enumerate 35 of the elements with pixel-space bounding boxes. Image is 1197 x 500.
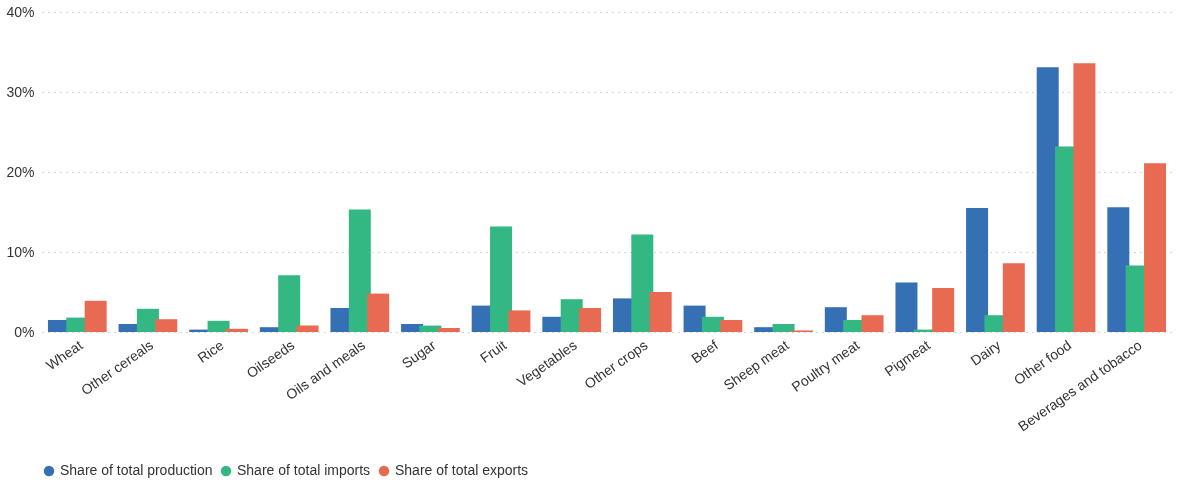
bar xyxy=(278,275,301,332)
bar xyxy=(824,307,847,332)
bar xyxy=(861,315,884,332)
y-tick-label: 0% xyxy=(14,323,35,340)
bar xyxy=(348,209,371,332)
bar xyxy=(490,226,513,332)
bar xyxy=(437,328,460,332)
y-tick-label: 10% xyxy=(6,243,35,260)
bar xyxy=(932,288,955,332)
legend-label: Share of total exports xyxy=(395,462,529,478)
bar xyxy=(367,293,390,332)
bar xyxy=(631,234,654,332)
bar xyxy=(1002,263,1025,332)
bar xyxy=(1144,163,1167,332)
y-tick-label: 30% xyxy=(6,83,35,100)
x-tick-label: Fruit xyxy=(476,336,510,367)
bar xyxy=(1107,207,1130,332)
bar xyxy=(207,320,230,332)
bar xyxy=(296,325,319,332)
bar xyxy=(84,300,107,332)
bar xyxy=(508,310,531,332)
x-tick-label: Rice xyxy=(194,336,227,367)
bar xyxy=(155,319,178,332)
bar xyxy=(720,320,743,332)
y-tick-label: 40% xyxy=(6,3,35,20)
bar xyxy=(649,292,672,332)
y-tick-label: 20% xyxy=(6,163,35,180)
legend-label: Share of total imports xyxy=(237,462,371,478)
legend-label: Share of total production xyxy=(60,462,213,478)
bar xyxy=(772,324,795,332)
bar xyxy=(579,308,602,332)
bar xyxy=(966,208,989,332)
bar xyxy=(225,328,248,332)
bar xyxy=(1073,63,1096,332)
bar xyxy=(895,282,918,332)
